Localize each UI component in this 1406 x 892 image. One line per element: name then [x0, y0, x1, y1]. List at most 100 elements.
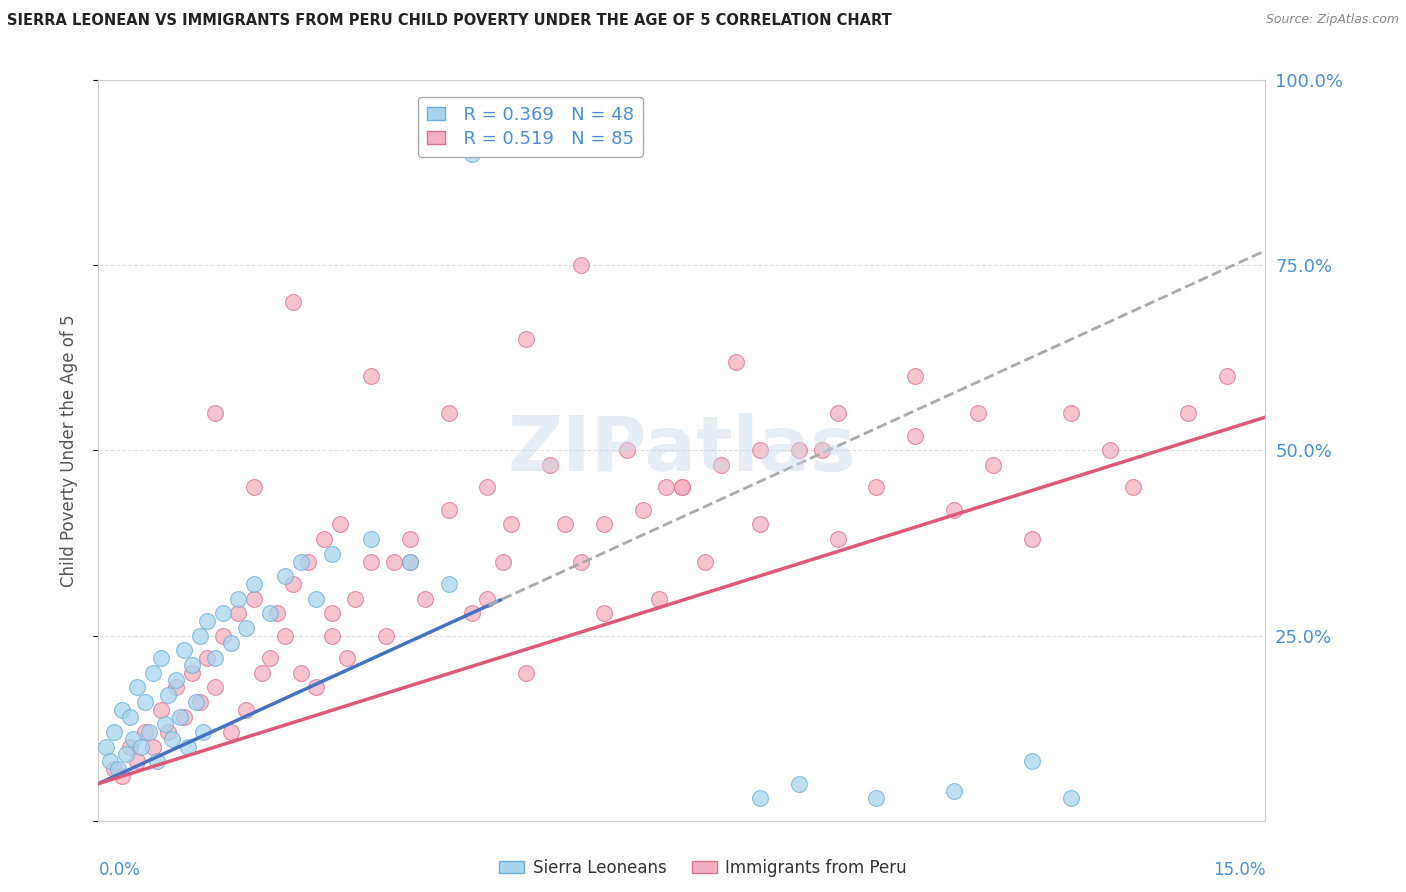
Point [281, 576, 304, 591]
Point [569, 259, 592, 273]
Point [184, 695, 207, 709]
Point [437, 576, 460, 591]
Point [695, 555, 717, 569]
Point [219, 724, 242, 739]
Point [375, 628, 398, 642]
Point [538, 458, 561, 473]
Point [382, 555, 405, 569]
Point [710, 458, 733, 473]
Point [321, 607, 343, 621]
Point [398, 533, 420, 547]
Point [321, 628, 343, 642]
Point [344, 591, 367, 606]
Point [461, 147, 484, 161]
Point [966, 407, 988, 421]
Point [943, 502, 966, 516]
Point [492, 555, 515, 569]
Point [165, 673, 187, 687]
Point [111, 703, 134, 717]
Point [787, 776, 810, 791]
Point [219, 636, 242, 650]
Point [103, 724, 125, 739]
Point [748, 791, 770, 805]
Point [1021, 533, 1043, 547]
Point [142, 739, 165, 754]
Point [1098, 443, 1121, 458]
Point [398, 555, 420, 569]
Point [228, 607, 250, 621]
Point [173, 710, 195, 724]
Point [146, 755, 169, 769]
Point [235, 621, 257, 635]
Point [243, 591, 266, 606]
Point [162, 732, 184, 747]
Point [274, 628, 297, 642]
Point [188, 695, 211, 709]
Point [477, 481, 499, 495]
Point [787, 443, 810, 458]
Point [1215, 369, 1237, 384]
Point [827, 533, 849, 547]
Point [943, 784, 966, 798]
Point [188, 628, 211, 642]
Point [180, 658, 202, 673]
Point [398, 555, 420, 569]
Point [142, 665, 165, 680]
Point [243, 481, 266, 495]
Point [305, 591, 328, 606]
Point [499, 517, 522, 532]
Point [515, 665, 537, 680]
Point [1177, 407, 1199, 421]
Point [329, 517, 352, 532]
Point [266, 607, 288, 621]
Point [107, 762, 129, 776]
Point [111, 769, 134, 783]
Point [290, 665, 312, 680]
Point [118, 710, 141, 724]
Text: SIERRA LEONEAN VS IMMIGRANTS FROM PERU CHILD POVERTY UNDER THE AGE OF 5 CORRELAT: SIERRA LEONEAN VS IMMIGRANTS FROM PERU C… [7, 13, 891, 29]
Point [204, 650, 226, 665]
Point [1060, 407, 1083, 421]
Point [297, 555, 319, 569]
Point [305, 681, 328, 695]
Point [554, 517, 576, 532]
Point [157, 688, 180, 702]
Point [134, 724, 156, 739]
Point [981, 458, 1004, 473]
Point [138, 724, 160, 739]
Point [212, 628, 235, 642]
Point [631, 502, 654, 516]
Point [290, 555, 312, 569]
Point [96, 739, 118, 754]
Point [671, 481, 693, 495]
Point [193, 724, 215, 739]
Point [153, 717, 176, 731]
Point [437, 502, 460, 516]
Text: 15.0%: 15.0% [1213, 861, 1265, 879]
Point [250, 665, 273, 680]
Point [127, 681, 149, 695]
Point [748, 443, 770, 458]
Point [235, 703, 257, 717]
Point [149, 703, 172, 717]
Point [569, 555, 592, 569]
Point [725, 354, 748, 368]
Point [461, 607, 484, 621]
Point [195, 650, 218, 665]
Point [103, 762, 125, 776]
Point [360, 533, 382, 547]
Point [593, 607, 616, 621]
Point [165, 681, 187, 695]
Point [259, 607, 281, 621]
Point [515, 333, 537, 347]
Point [204, 681, 226, 695]
Point [122, 732, 145, 747]
Point [748, 517, 770, 532]
Point [177, 739, 200, 754]
Legend: Sierra Leoneans, Immigrants from Peru: Sierra Leoneans, Immigrants from Peru [494, 853, 912, 884]
Point [865, 791, 887, 805]
Point [904, 369, 927, 384]
Text: ZIPatlas: ZIPatlas [508, 414, 856, 487]
Point [811, 443, 834, 458]
Point [360, 369, 382, 384]
